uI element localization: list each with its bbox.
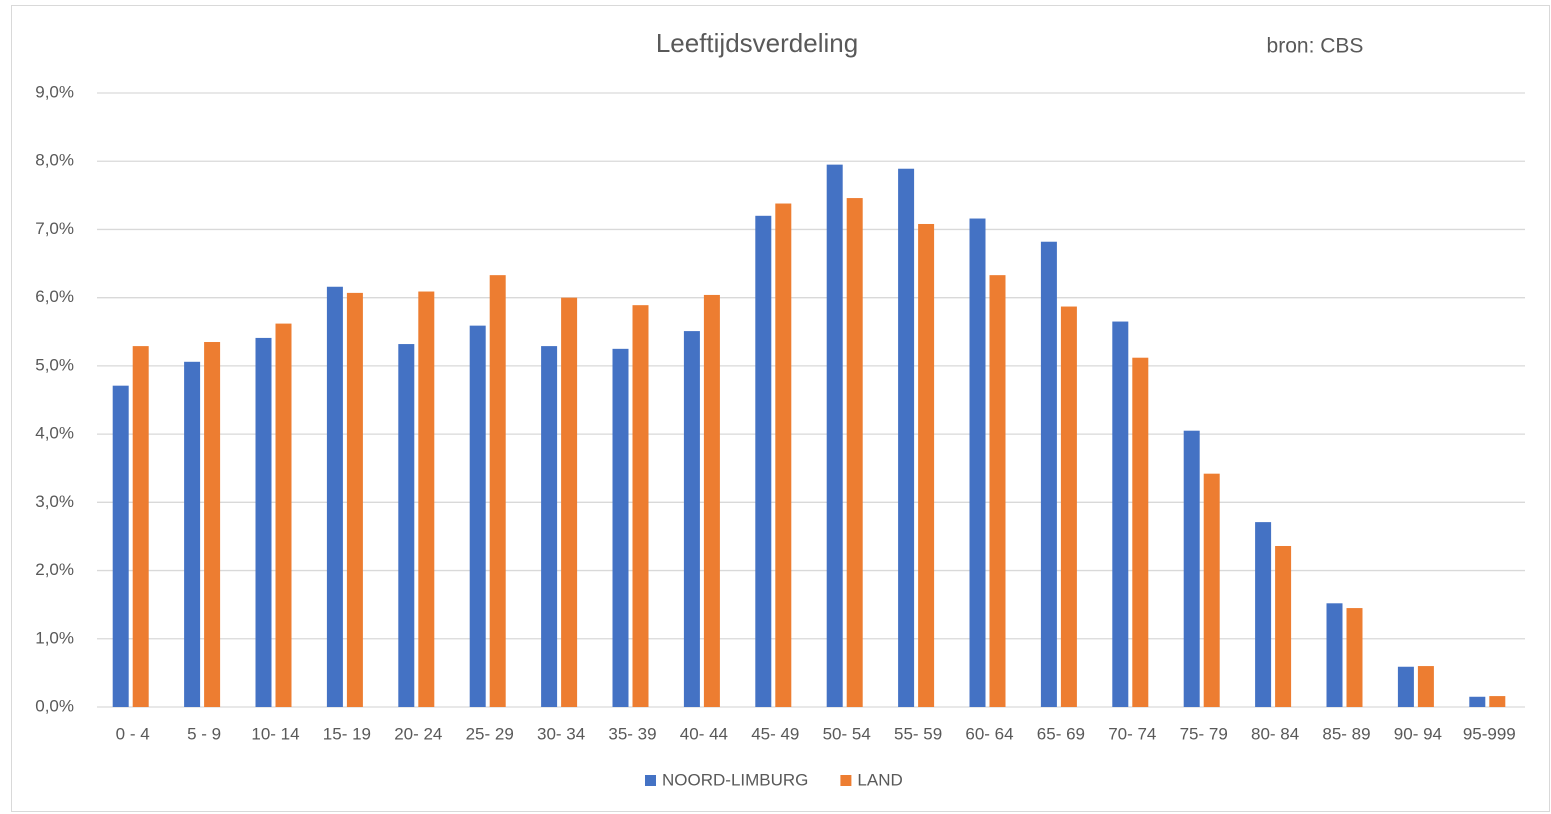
y-tick-label: 2,0%	[35, 560, 74, 579]
bar	[204, 342, 221, 707]
bar	[1040, 241, 1057, 708]
bar	[1132, 357, 1149, 707]
legend-swatch	[645, 775, 656, 786]
bar	[132, 346, 149, 707]
x-tick-label: 10- 14	[251, 724, 299, 743]
bar	[989, 275, 1006, 707]
x-tick-label: 50- 54	[823, 724, 871, 743]
bar	[1275, 545, 1292, 707]
bar	[1469, 696, 1486, 707]
x-tick-label: 95-999	[1463, 724, 1516, 743]
x-tick-label: 35- 39	[608, 724, 656, 743]
bar	[1346, 608, 1363, 707]
bar	[418, 291, 435, 707]
bar	[1417, 666, 1434, 707]
x-tick-label: 65- 69	[1037, 724, 1085, 743]
bar	[1397, 666, 1414, 707]
bar	[775, 203, 792, 707]
y-tick-label: 0,0%	[35, 696, 74, 715]
y-tick-label: 9,0%	[35, 82, 74, 101]
bar	[898, 168, 915, 707]
bar	[632, 305, 649, 707]
bar	[846, 198, 863, 707]
bar	[703, 294, 720, 707]
x-tick-label: 70- 74	[1108, 724, 1156, 743]
x-tick-label: 90- 94	[1394, 724, 1442, 743]
bar	[918, 223, 935, 707]
bar	[184, 361, 201, 707]
x-tick-label: 30- 34	[537, 724, 585, 743]
bar	[1326, 603, 1343, 707]
annotation: bron: CBS	[1267, 35, 1364, 58]
bar	[1255, 522, 1272, 707]
bar	[755, 215, 772, 708]
bar	[489, 275, 506, 707]
bar	[1112, 321, 1129, 707]
bar	[826, 164, 843, 708]
bar	[612, 348, 629, 707]
bar	[1060, 306, 1077, 707]
x-tick-label: 55- 59	[894, 724, 942, 743]
y-tick-label: 8,0%	[35, 151, 74, 170]
bar	[346, 292, 363, 707]
bar	[561, 297, 578, 707]
bar	[969, 218, 986, 708]
x-tick-label: 40- 44	[680, 724, 728, 743]
x-tick-label: 60- 64	[965, 724, 1013, 743]
legend-label: LAND	[857, 770, 902, 789]
bar	[398, 344, 415, 707]
bar	[1203, 473, 1220, 707]
x-tick-label: 25- 29	[466, 724, 514, 743]
bar	[1489, 696, 1506, 707]
x-tick-label: 5 - 9	[187, 724, 221, 743]
bar	[275, 323, 292, 707]
legend-label: NOORD-LIMBURG	[662, 770, 808, 789]
bar	[683, 331, 700, 707]
x-tick-label: 85- 89	[1322, 724, 1370, 743]
chart-title: Leeftijdsverdeling	[656, 28, 858, 58]
y-tick-label: 7,0%	[35, 219, 74, 238]
bar	[112, 385, 129, 707]
x-tick-label: 45- 49	[751, 724, 799, 743]
bar	[469, 325, 486, 707]
x-tick-label: 0 - 4	[116, 724, 150, 743]
legend-swatch	[840, 775, 852, 786]
y-tick-label: 3,0%	[35, 492, 74, 511]
bar	[1183, 430, 1200, 707]
bar	[541, 346, 558, 707]
y-tick-label: 6,0%	[35, 287, 74, 306]
x-tick-label: 20- 24	[394, 724, 442, 743]
y-tick-label: 1,0%	[35, 628, 74, 647]
x-tick-label: 80- 84	[1251, 724, 1299, 743]
y-tick-label: 4,0%	[35, 424, 74, 443]
x-tick-label: 15- 19	[323, 724, 371, 743]
bar	[255, 337, 272, 707]
bar	[326, 286, 343, 707]
y-tick-label: 5,0%	[35, 355, 74, 374]
x-tick-label: 75- 79	[1180, 724, 1228, 743]
